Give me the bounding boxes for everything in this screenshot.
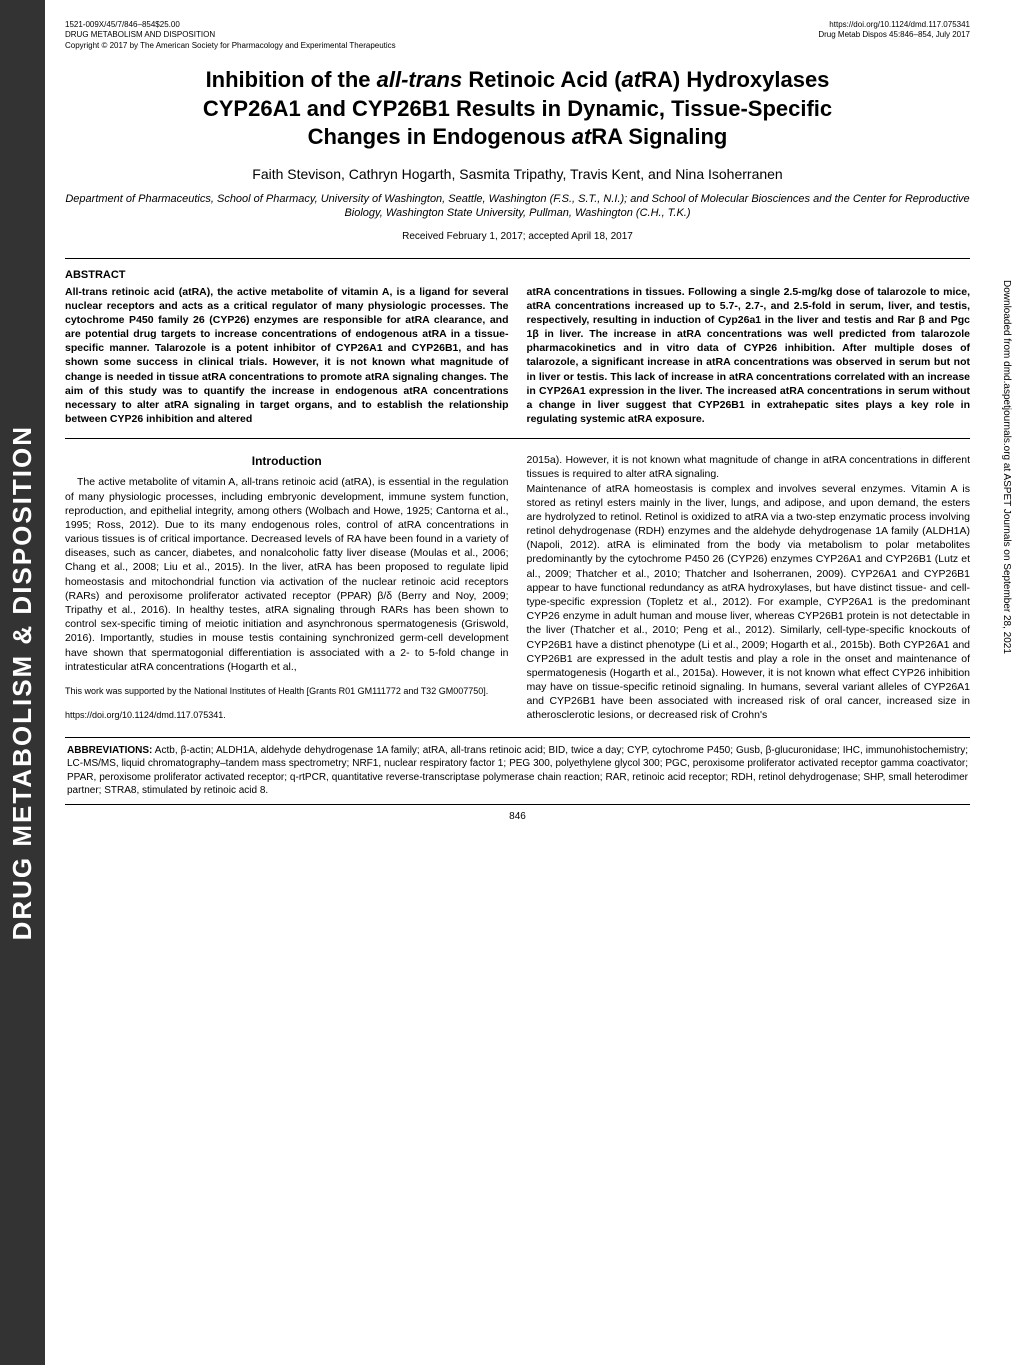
intro-text-left: The active metabolite of vitamin A, all-… (65, 475, 509, 673)
journal-name-vertical: DRUG METABOLISM & DISPOSITION (7, 425, 38, 940)
page-number: 846 (65, 811, 970, 822)
citation-line: Drug Metab Dispos 45:846–854, July 2017 (536, 30, 970, 40)
article-title: Inhibition of the all-trans Retinoic Aci… (65, 66, 970, 152)
journal-line: DRUG METABOLISM AND DISPOSITION (65, 30, 499, 40)
doi-line: https://doi.org/10.1124/dmd.117.075341 (536, 20, 970, 30)
header-metadata: 1521-009X/45/7/846–854$25.00 DRUG METABO… (65, 20, 970, 51)
doi-footnote: https://doi.org/10.1124/dmd.117.075341. (65, 710, 509, 722)
grant-footnote: This work was supported by the National … (65, 686, 509, 698)
authors: Faith Stevison, Cathryn Hogarth, Sasmita… (65, 166, 970, 182)
abstract-left: All-trans retinoic acid (atRA), the acti… (65, 285, 509, 427)
abbreviations-box: ABBREVIATIONS: Actb, β-actin; ALDH1A, al… (65, 737, 970, 805)
abstract-label: ABSTRACT (65, 269, 970, 281)
meta-left: 1521-009X/45/7/846–854$25.00 DRUG METABO… (65, 20, 499, 51)
body-right-column: 2015a). However, it is not known what ma… (527, 453, 971, 722)
received-date: Received February 1, 2017; accepted Apri… (65, 231, 970, 242)
copyright-line: Copyright © 2017 by The American Society… (65, 41, 499, 51)
page-content: 1521-009X/45/7/846–854$25.00 DRUG METABO… (55, 0, 980, 842)
abstract-section: ABSTRACT All-trans retinoic acid (atRA),… (65, 258, 970, 440)
issn-line: 1521-009X/45/7/846–854$25.00 (65, 20, 499, 30)
abbreviations-text: Actb, β-actin; ALDH1A, aldehyde dehydrog… (67, 745, 968, 797)
abstract-columns: All-trans retinoic acid (atRA), the acti… (65, 285, 970, 427)
download-notice: Downloaded from dmd.aspetjournals.org at… (1001, 280, 1012, 654)
abbreviations-label: ABBREVIATIONS: (67, 745, 152, 756)
journal-sidebar: DRUG METABOLISM & DISPOSITION (0, 0, 45, 1365)
body-left-column: Introduction The active metabolite of vi… (65, 453, 509, 722)
intro-text-right: 2015a). However, it is not known what ma… (527, 453, 971, 722)
meta-right: https://doi.org/10.1124/dmd.117.075341 D… (536, 20, 970, 51)
introduction-heading: Introduction (65, 453, 509, 469)
affiliation: Department of Pharmaceutics, School of P… (65, 192, 970, 221)
body-columns: Introduction The active metabolite of vi… (65, 453, 970, 722)
abstract-right: atRA concentrations in tissues. Followin… (527, 285, 971, 427)
